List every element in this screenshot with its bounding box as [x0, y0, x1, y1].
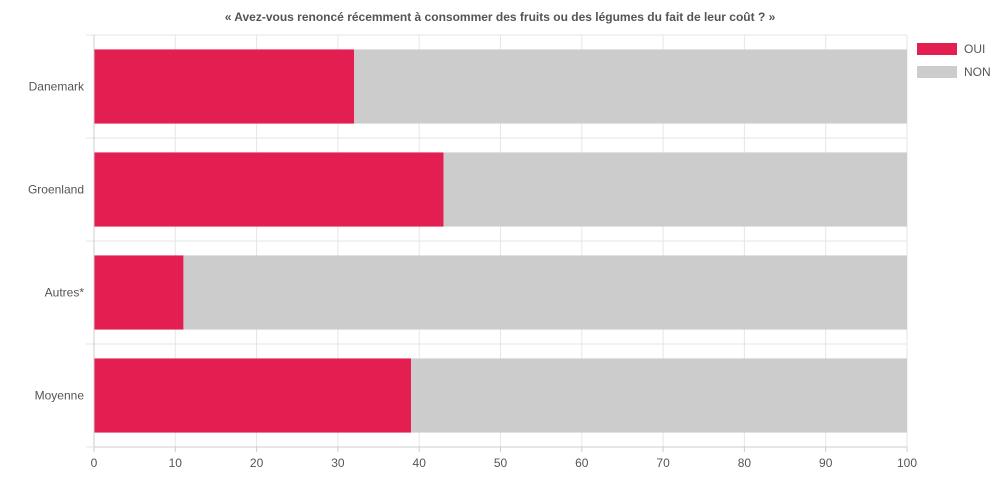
bar-oui-danemark — [94, 49, 355, 124]
legend: OUI NON — [917, 42, 991, 79]
x-tick-label: 50 — [494, 456, 508, 470]
y-tick-label: Moyenne — [35, 389, 85, 403]
x-tick-label: 10 — [169, 456, 183, 470]
axes — [93, 35, 907, 448]
x-tick-label: 40 — [413, 456, 427, 470]
x-tick-label: 70 — [656, 456, 670, 470]
bars — [94, 49, 907, 433]
x-tick-label: 80 — [738, 456, 752, 470]
tick-labels: 0 10 20 30 40 50 60 70 80 90 100 Danemark Groenland A… — [28, 80, 917, 471]
y-tick-label: Danemark — [29, 80, 85, 94]
bar-oui-autres — [94, 255, 184, 330]
x-tick-label: 30 — [331, 456, 345, 470]
bar-oui-moyenne — [94, 358, 412, 433]
legend-swatch-non[interactable] — [917, 66, 957, 78]
chart-title: « Avez-vous renoncé récemment à consomme… — [225, 10, 776, 24]
bar-non-groenland — [443, 152, 907, 227]
y-tick-label: Groenland — [28, 183, 84, 197]
bar-oui-groenland — [94, 152, 444, 227]
legend-label-non[interactable]: NON — [964, 65, 991, 79]
x-tick-label: 20 — [250, 456, 264, 470]
legend-label-oui[interactable]: OUI — [964, 42, 985, 56]
x-tick-label: 90 — [819, 456, 833, 470]
x-tick-label: 60 — [575, 456, 589, 470]
x-tick-label: 100 — [897, 456, 917, 470]
legend-swatch-oui[interactable] — [917, 43, 957, 55]
bar-non-danemark — [354, 49, 907, 124]
bar-non-moyenne — [411, 358, 907, 433]
x-tick-label: 0 — [91, 456, 98, 470]
bar-non-autres — [183, 255, 907, 330]
y-tick-label: Autres* — [45, 286, 85, 300]
